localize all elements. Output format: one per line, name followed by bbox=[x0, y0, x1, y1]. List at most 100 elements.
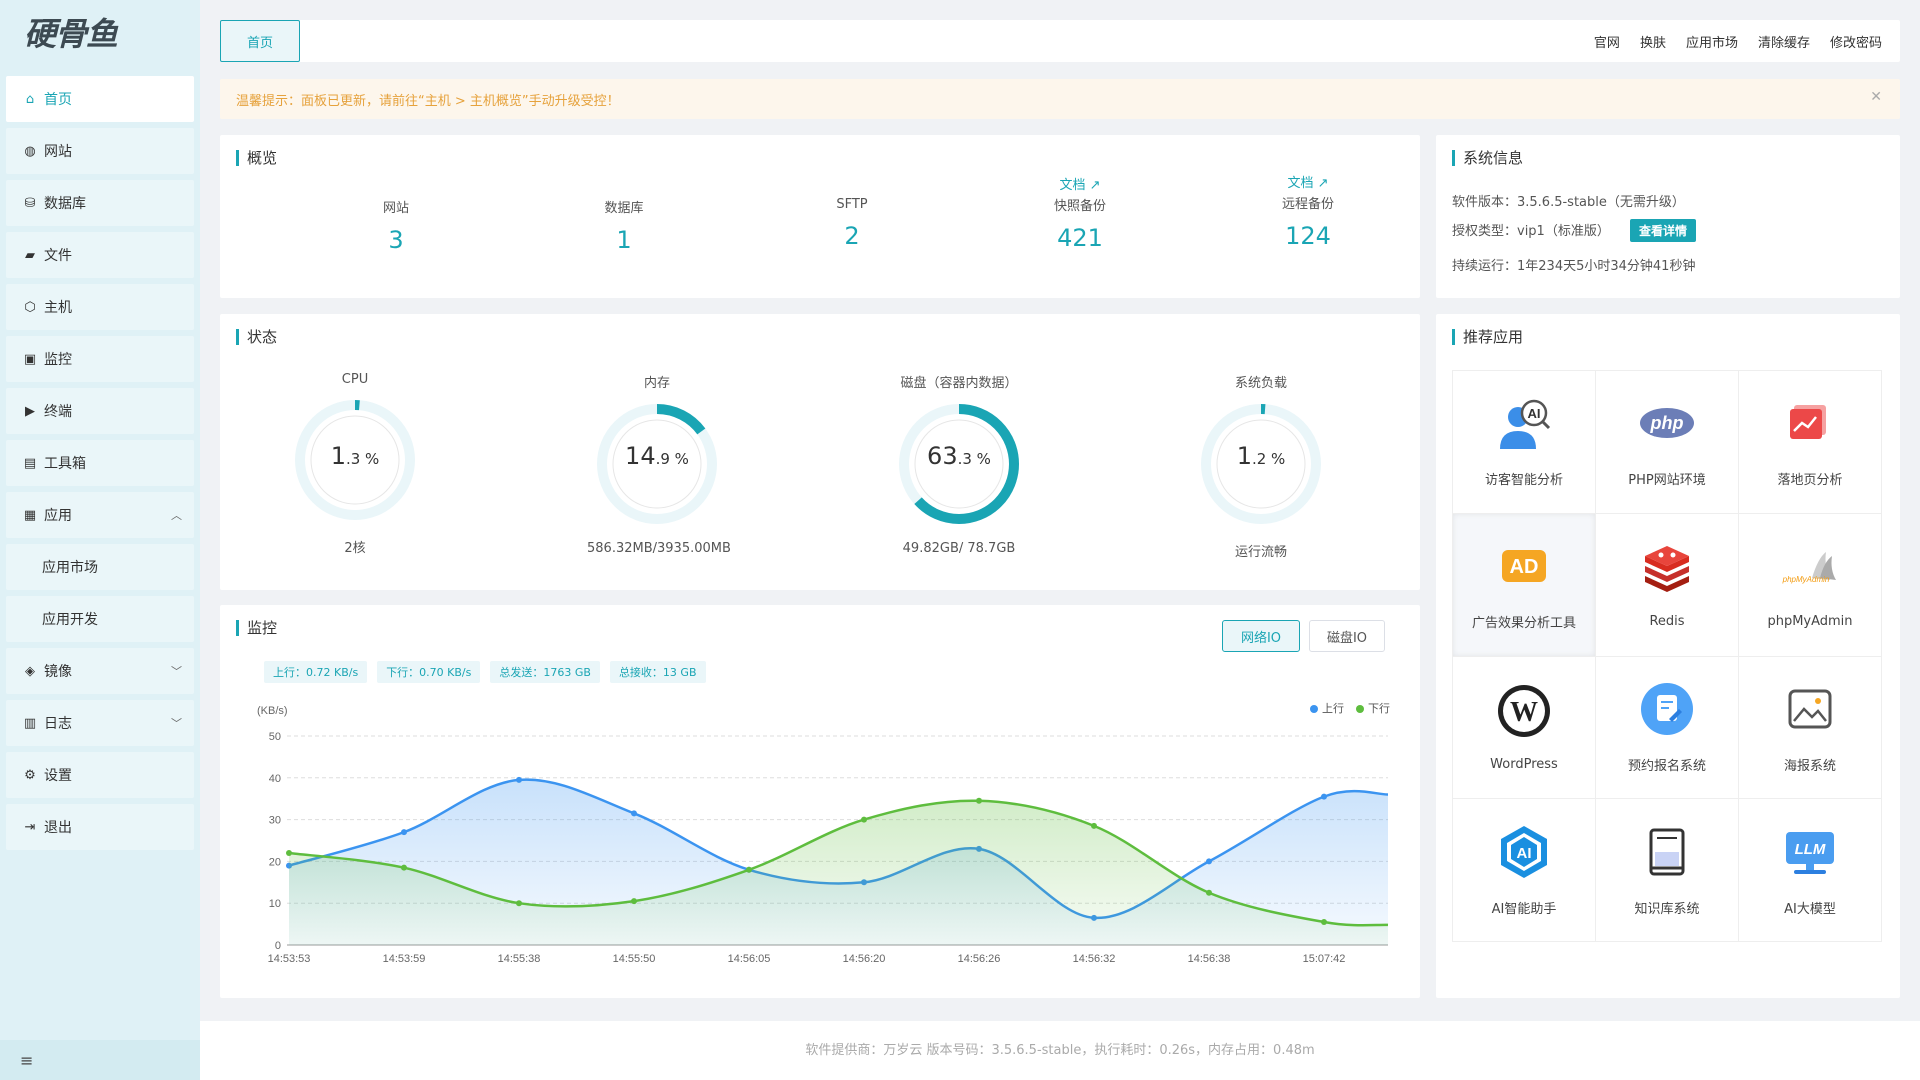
data-point bbox=[746, 866, 752, 873]
status-title: 状态 bbox=[236, 329, 277, 345]
data-point bbox=[516, 776, 522, 783]
total-received: 总接收：13 GB bbox=[609, 661, 706, 683]
link-change-password[interactable]: 修改密码 bbox=[1829, 35, 1882, 51]
link-skin[interactable]: 换肤 bbox=[1639, 35, 1666, 51]
gauge-ring bbox=[295, 400, 415, 520]
book-icon bbox=[1639, 824, 1695, 880]
license-row: 授权类型：vip1（标准版） 查看详情 bbox=[1452, 219, 1696, 242]
x-tick-label: 14:56:32 bbox=[1073, 953, 1116, 965]
app-ad-analysis[interactable]: AD 广告效果分析工具 bbox=[1453, 513, 1596, 657]
sidebar-item-monitor[interactable]: ▣ 监控 bbox=[6, 336, 194, 382]
app-llm[interactable]: LLM AI大模型 bbox=[1739, 799, 1882, 942]
app-label: 海报系统 bbox=[1783, 758, 1836, 774]
llm-icon: LLM bbox=[1782, 824, 1838, 880]
x-tick-label: 14:55:50 bbox=[613, 953, 656, 965]
sidebar-item-database[interactable]: ⛁ 数据库 bbox=[6, 180, 194, 226]
sidebar-item-files[interactable]: ▰ 文件 bbox=[6, 232, 194, 278]
app-label: 广告效果分析工具 bbox=[1471, 616, 1576, 632]
app-redis[interactable]: Redis bbox=[1596, 513, 1739, 657]
sidebar-item-app-dev[interactable]: 应用开发 bbox=[6, 596, 194, 642]
overview-snapshot-backup[interactable]: 文档 ↗ 快照备份 421 bbox=[1010, 174, 1150, 252]
app-php-env[interactable]: php PHP网站环境 bbox=[1596, 371, 1739, 514]
legend-item-up[interactable]: 上行 bbox=[1310, 700, 1344, 716]
logo[interactable]: 硬骨鱼 bbox=[0, 0, 200, 64]
sidebar-item-toolbox[interactable]: ▤ 工具箱 bbox=[6, 440, 194, 486]
x-tick-label: 14:56:38 bbox=[1188, 953, 1231, 965]
x-tick-label: 14:56:26 bbox=[958, 953, 1001, 965]
booking-icon bbox=[1639, 681, 1695, 737]
data-point bbox=[1091, 914, 1097, 921]
y-tick-label: 0 bbox=[275, 940, 281, 952]
legend-item-down[interactable]: 下行 bbox=[1356, 700, 1390, 716]
sidebar-item-host[interactable]: ⬡ 主机 bbox=[6, 284, 194, 330]
app-label: AI大模型 bbox=[1784, 901, 1836, 917]
data-point bbox=[746, 866, 752, 873]
gauge-1: 内存 14.9 % 586.32MB/3935.00MB bbox=[587, 372, 731, 556]
footer: 软件提供商：万岁云 版本号码：3.5.6.5-stable，执行耗时：0.26s… bbox=[200, 1021, 1920, 1080]
phpmyadmin-icon: phpMyAdmin bbox=[1782, 540, 1838, 596]
gauge-label: 内存 bbox=[643, 376, 670, 391]
gauge-int: 1 bbox=[1236, 442, 1252, 470]
logout-icon: ⇥ bbox=[24, 819, 36, 835]
ai-visitor-icon: AI bbox=[1496, 395, 1552, 451]
app-wordpress[interactable]: W WordPress bbox=[1453, 656, 1596, 800]
data-point bbox=[976, 797, 982, 804]
sidebar-item-settings[interactable]: ⚙ 设置 bbox=[6, 752, 194, 798]
sidebar-item-website[interactable]: ◍ 网站 bbox=[6, 128, 194, 174]
overview-value: 2 bbox=[844, 222, 860, 250]
svg-text:AI: AI bbox=[1517, 845, 1532, 862]
app-phpmyadmin[interactable]: phpMyAdmin phpMyAdmin bbox=[1739, 513, 1882, 657]
network-io-button[interactable]: 网络IO bbox=[1222, 620, 1300, 652]
y-tick-label: 40 bbox=[269, 773, 281, 785]
overview-website[interactable]: 网站 3 bbox=[326, 197, 466, 254]
folder-icon: ▰ bbox=[25, 247, 35, 263]
doc-link[interactable]: 文档 ↗ bbox=[1238, 172, 1378, 191]
disk-io-button[interactable]: 磁盘IO bbox=[1309, 620, 1385, 652]
app-poster[interactable]: 海报系统 bbox=[1739, 656, 1882, 800]
view-details-button[interactable]: 查看详情 bbox=[1629, 219, 1696, 242]
app-knowledge-base[interactable]: 知识库系统 bbox=[1596, 799, 1739, 942]
link-official-site[interactable]: 官网 bbox=[1593, 35, 1620, 51]
overview-database[interactable]: 数据库 1 bbox=[554, 197, 694, 254]
gauge-dec: .2 % bbox=[1251, 450, 1286, 468]
link-app-market[interactable]: 应用市场 bbox=[1685, 35, 1738, 51]
gauge-dec: .3 % bbox=[957, 450, 991, 468]
sidebar-item-app-market[interactable]: 应用市场 bbox=[6, 544, 194, 590]
app-landing-analysis[interactable]: 落地页分析 bbox=[1739, 371, 1882, 514]
sidebar-item-home[interactable]: ⌂ 首页 bbox=[6, 76, 194, 122]
sidebar-item-logs[interactable]: ▥ 日志 ﹀ bbox=[6, 700, 194, 746]
svg-text:phpMyAdmin: phpMyAdmin bbox=[1782, 575, 1830, 584]
app-ai-assistant[interactable]: AI AI智能助手 bbox=[1453, 799, 1596, 942]
svg-text:php: php bbox=[1650, 413, 1684, 433]
app-visitor-analysis[interactable]: AI 访客智能分析 bbox=[1453, 371, 1596, 514]
gauge-int: 63 bbox=[927, 442, 958, 470]
globe-icon: ◍ bbox=[24, 143, 36, 159]
sidebar-item-label: 应用市场 bbox=[42, 560, 98, 576]
sidebar-item-apps[interactable]: ▦ 应用 ︿ bbox=[6, 492, 194, 538]
sidebar-item-terminal[interactable]: ▶ 终端 bbox=[6, 388, 194, 434]
close-icon[interactable]: ✕ bbox=[1870, 89, 1882, 105]
app-booking[interactable]: 预约报名系统 bbox=[1596, 656, 1739, 800]
sidebar-item-label: 应用 bbox=[44, 508, 72, 524]
landing-page-icon bbox=[1782, 395, 1838, 451]
svg-text:LLM: LLM bbox=[1795, 841, 1826, 858]
gauge-dec: .3 % bbox=[345, 450, 380, 468]
doc-link[interactable]: 文档 ↗ bbox=[1010, 174, 1150, 193]
sidebar-item-images[interactable]: ◈ 镜像 ﹀ bbox=[6, 648, 194, 694]
overview-sftp[interactable]: SFTP 2 bbox=[782, 197, 922, 250]
overview-remote-backup[interactable]: 文档 ↗ 远程备份 124 bbox=[1238, 172, 1378, 250]
series-area-1 bbox=[289, 800, 1388, 945]
uptime: 持续运行：1年234天5小时34分钟41秒钟 bbox=[1452, 259, 1696, 274]
sidebar-item-logout[interactable]: ⇥ 退出 bbox=[6, 804, 194, 850]
gauge-inner bbox=[914, 419, 1004, 509]
gauge-label: CPU bbox=[341, 372, 369, 387]
tab-home[interactable]: 首页 bbox=[220, 20, 300, 62]
notice-text: 温馨提示：面板已更新，请前往“主机 > 主机概览”手动升级受控！ bbox=[236, 93, 620, 109]
link-clear-cache[interactable]: 清除缓存 bbox=[1757, 35, 1810, 51]
app-label: AI智能助手 bbox=[1491, 901, 1557, 917]
app-label: 访客智能分析 bbox=[1484, 473, 1563, 489]
gauge-int: 1 bbox=[330, 442, 346, 470]
sidebar-item-label: 工具箱 bbox=[44, 456, 86, 472]
ai-assistant-icon: AI bbox=[1496, 824, 1552, 880]
sidebar-collapse-button[interactable]: ≡ bbox=[0, 1040, 200, 1080]
